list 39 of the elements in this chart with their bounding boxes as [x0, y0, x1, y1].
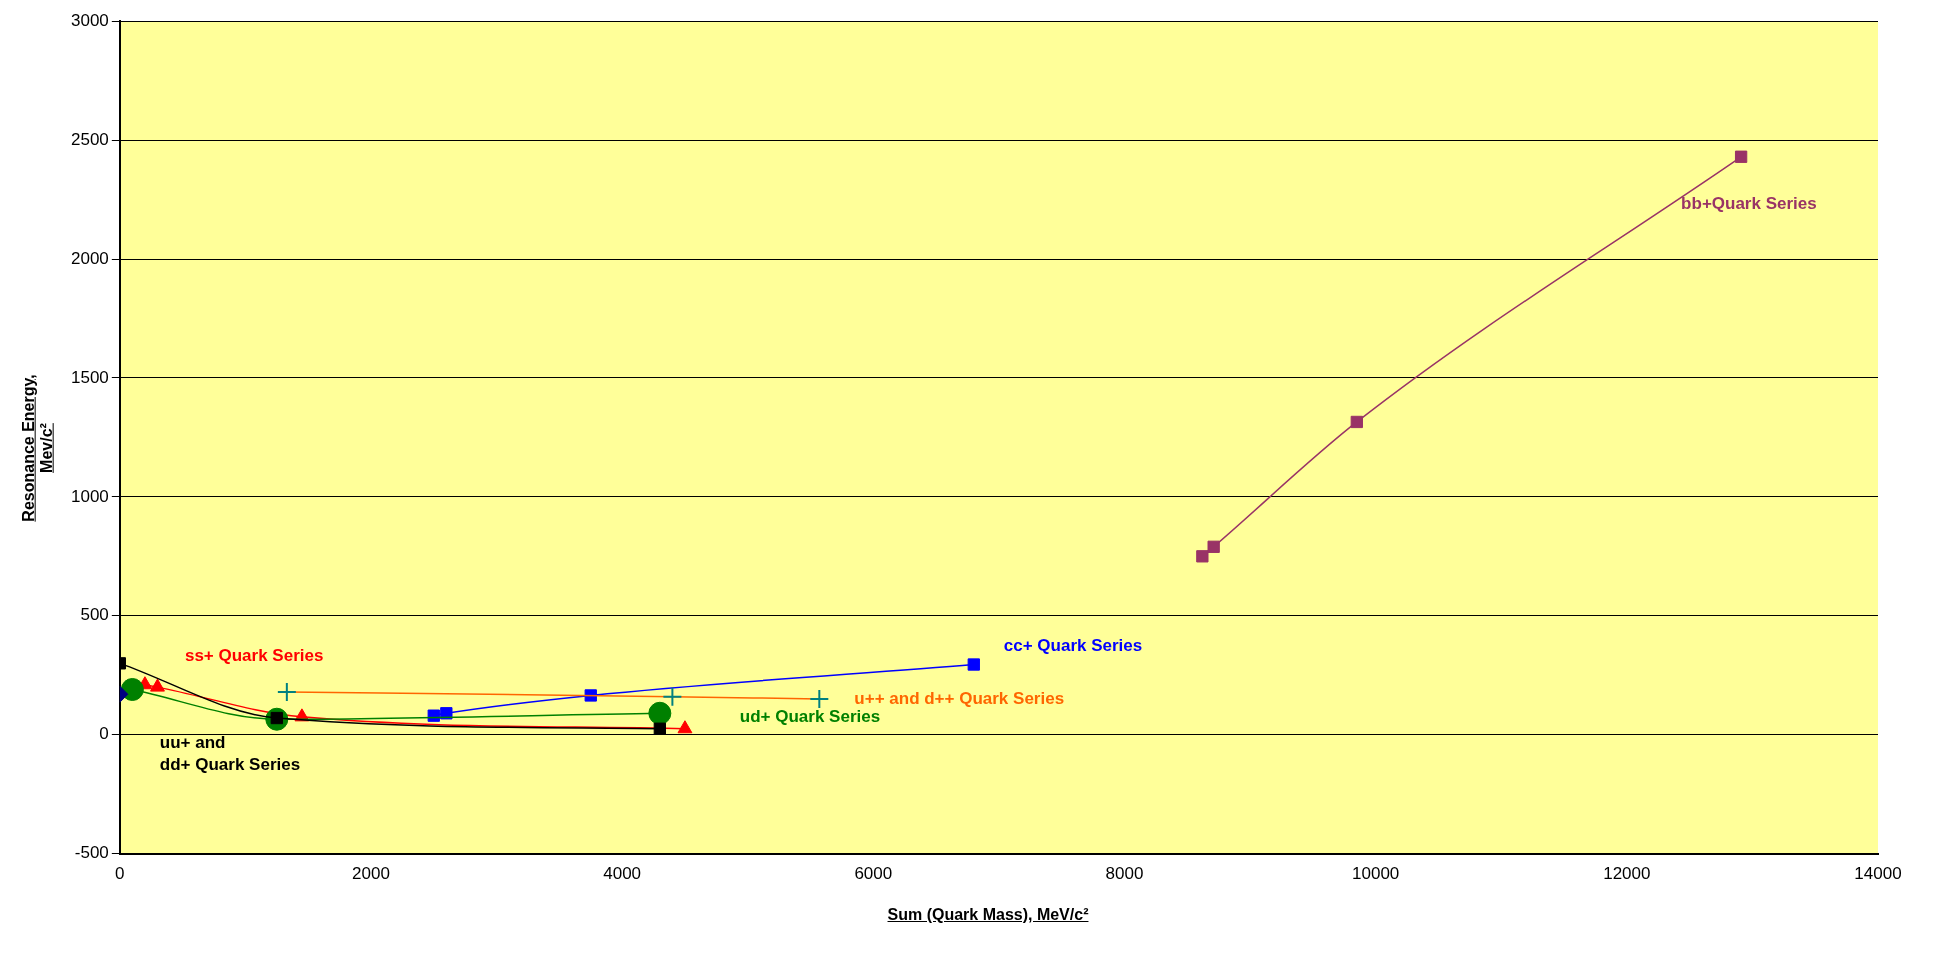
series-label: u++ and d++ Quark Series	[854, 688, 1065, 708]
series-label: bb+Quark Series	[1681, 194, 1817, 214]
x-tick-label: 12000	[1603, 864, 1651, 884]
point	[653, 722, 666, 735]
series-label: ss+ Quark Series	[184, 646, 324, 666]
point	[1350, 415, 1363, 429]
point	[150, 678, 165, 692]
x-tick-label: 14000	[1854, 864, 1902, 884]
point	[648, 701, 672, 725]
point	[276, 681, 297, 702]
point	[967, 658, 980, 671]
x-tick-label: 0	[115, 864, 125, 884]
y-tick-label: 1500	[70, 367, 109, 387]
y-tick-label: 2000	[70, 248, 109, 268]
x-tick-label: 4000	[603, 864, 642, 884]
y-tick-label: -500	[74, 843, 109, 863]
y-tick-label: 0	[99, 724, 109, 744]
series-label: uu+ and dd+ Quark Series	[159, 733, 301, 775]
point	[427, 709, 440, 722]
point	[584, 689, 597, 702]
point	[1196, 550, 1209, 563]
point	[1734, 150, 1748, 163]
text: ud+ Quark Series	[739, 706, 881, 726]
point	[677, 720, 693, 734]
series-label: cc+ Quark Series	[1003, 636, 1143, 656]
y-tick-label: 3000	[70, 10, 109, 30]
y-tick-label: 500	[80, 605, 109, 625]
x-tick-label: 10000	[1352, 864, 1400, 884]
y-tick-label: 1000	[70, 486, 109, 506]
point	[440, 707, 453, 720]
x-tick-label: 8000	[1105, 864, 1144, 884]
point	[1207, 540, 1220, 553]
x-tick-label: 6000	[854, 864, 893, 884]
point	[809, 689, 830, 710]
x-tick-label: 2000	[352, 864, 390, 884]
y-tick-label: 2500	[70, 129, 109, 149]
y-axis-title: Resonance Energy, Mev/c²	[20, 374, 56, 522]
x-axis-title: Sum (Quark Mass), MeV/c²	[886, 906, 1090, 924]
point	[662, 686, 683, 707]
